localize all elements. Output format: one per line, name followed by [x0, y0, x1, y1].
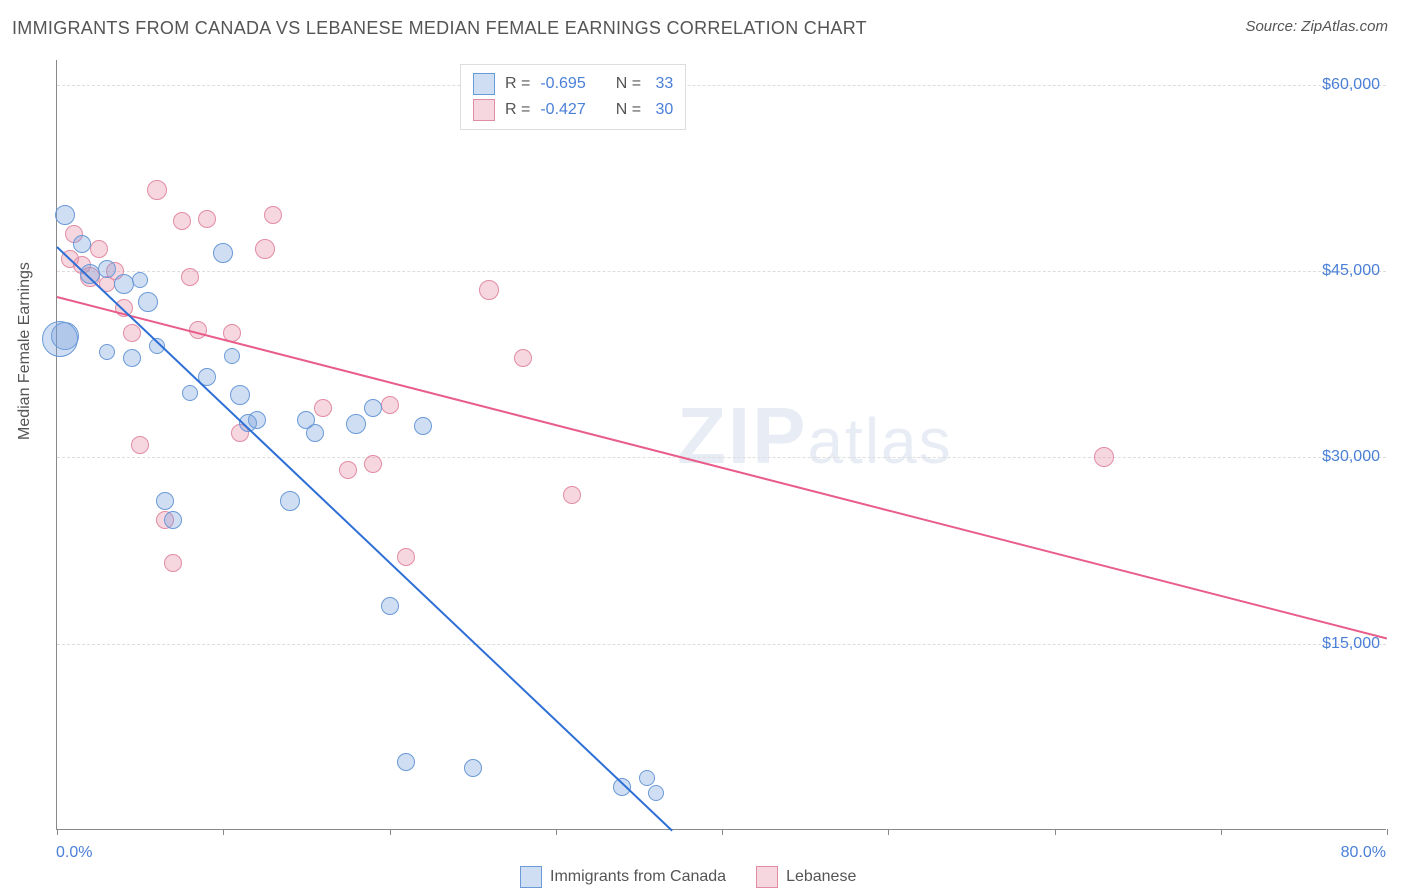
- scatter-point: [156, 492, 174, 510]
- scatter-point: [173, 212, 191, 230]
- x-tick: [223, 829, 224, 835]
- scatter-point: [479, 280, 499, 300]
- legend-n-label: N =: [616, 101, 641, 119]
- scatter-point: [563, 486, 581, 504]
- legend-r-value: -0.695: [540, 75, 585, 93]
- legend-n-value: 33: [651, 75, 673, 93]
- scatter-point: [131, 436, 149, 454]
- scatter-point: [1094, 447, 1114, 467]
- gridline-h: [57, 271, 1386, 272]
- legend-label: Immigrants from Canada: [550, 868, 726, 886]
- scatter-point: [90, 240, 108, 258]
- watermark-atlas: atlas: [807, 405, 952, 477]
- legend-item: Immigrants from Canada: [520, 866, 726, 888]
- scatter-point: [147, 180, 167, 200]
- scatter-point: [114, 274, 134, 294]
- legend-series: Immigrants from Canada Lebanese: [520, 866, 856, 888]
- legend-r-label: R =: [505, 101, 530, 119]
- y-tick-label: $15,000: [1322, 635, 1380, 653]
- legend-row: R = -0.695 N = 33: [473, 71, 673, 97]
- scatter-point: [364, 399, 382, 417]
- scatter-point: [381, 396, 399, 414]
- gridline-h: [57, 85, 1386, 86]
- legend-swatch: [520, 866, 542, 888]
- scatter-point: [51, 322, 79, 350]
- scatter-point: [346, 414, 366, 434]
- scatter-point: [264, 206, 282, 224]
- scatter-point: [182, 385, 198, 401]
- x-tick: [1055, 829, 1056, 835]
- legend-swatch: [473, 73, 495, 95]
- scatter-point: [314, 399, 332, 417]
- x-tick: [57, 829, 58, 835]
- x-axis-min-label: 0.0%: [56, 844, 92, 862]
- scatter-point: [397, 753, 415, 771]
- trend-line: [57, 296, 1387, 639]
- trend-line: [56, 247, 672, 832]
- legend-n-value: 30: [651, 101, 673, 119]
- scatter-point: [99, 344, 115, 360]
- scatter-point: [164, 554, 182, 572]
- x-tick: [556, 829, 557, 835]
- y-tick-label: $30,000: [1322, 448, 1380, 466]
- scatter-point: [414, 417, 432, 435]
- plot-area: ZIPatlas $15,000 $30,000 $45,000 $60,000: [56, 60, 1386, 830]
- scatter-point: [230, 385, 250, 405]
- x-tick: [390, 829, 391, 835]
- legend-item: Lebanese: [756, 866, 856, 888]
- x-tick: [888, 829, 889, 835]
- scatter-point: [397, 548, 415, 566]
- scatter-point: [181, 268, 199, 286]
- legend-r-label: R =: [505, 75, 530, 93]
- scatter-point: [164, 511, 182, 529]
- scatter-point: [364, 455, 382, 473]
- scatter-point: [280, 491, 300, 511]
- scatter-point: [648, 785, 664, 801]
- scatter-point: [198, 210, 216, 228]
- legend-label: Lebanese: [786, 868, 856, 886]
- gridline-h: [57, 644, 1386, 645]
- scatter-point: [248, 411, 266, 429]
- y-tick-label: $45,000: [1322, 262, 1380, 280]
- chart-title: IMMIGRANTS FROM CANADA VS LEBANESE MEDIA…: [12, 18, 867, 39]
- scatter-point: [138, 292, 158, 312]
- scatter-point: [381, 597, 399, 615]
- scatter-point: [224, 348, 240, 364]
- x-tick: [722, 829, 723, 835]
- legend-swatch: [473, 99, 495, 121]
- scatter-point: [123, 324, 141, 342]
- gridline-h: [57, 457, 1386, 458]
- y-axis-label: Median Female Earnings: [16, 262, 34, 440]
- scatter-point: [123, 349, 141, 367]
- x-axis-max-label: 80.0%: [1341, 844, 1386, 862]
- legend-swatch: [756, 866, 778, 888]
- x-tick: [1387, 829, 1388, 835]
- scatter-point: [132, 272, 148, 288]
- scatter-point: [306, 424, 324, 442]
- scatter-point: [213, 243, 233, 263]
- watermark: ZIPatlas: [677, 390, 953, 482]
- watermark-zip: ZIP: [677, 391, 807, 480]
- y-tick-label: $60,000: [1322, 76, 1380, 94]
- x-tick: [1221, 829, 1222, 835]
- scatter-point: [255, 239, 275, 259]
- scatter-point: [639, 770, 655, 786]
- scatter-point: [514, 349, 532, 367]
- legend-r-value: -0.427: [540, 101, 585, 119]
- scatter-point: [73, 235, 91, 253]
- legend-correlation: R = -0.695 N = 33 R = -0.427 N = 30: [460, 64, 686, 130]
- scatter-point: [339, 461, 357, 479]
- scatter-point: [464, 759, 482, 777]
- source-label: Source: ZipAtlas.com: [1245, 18, 1388, 35]
- legend-row: R = -0.427 N = 30: [473, 97, 673, 123]
- scatter-point: [55, 205, 75, 225]
- scatter-point: [613, 778, 631, 796]
- legend-n-label: N =: [616, 75, 641, 93]
- scatter-point: [98, 260, 116, 278]
